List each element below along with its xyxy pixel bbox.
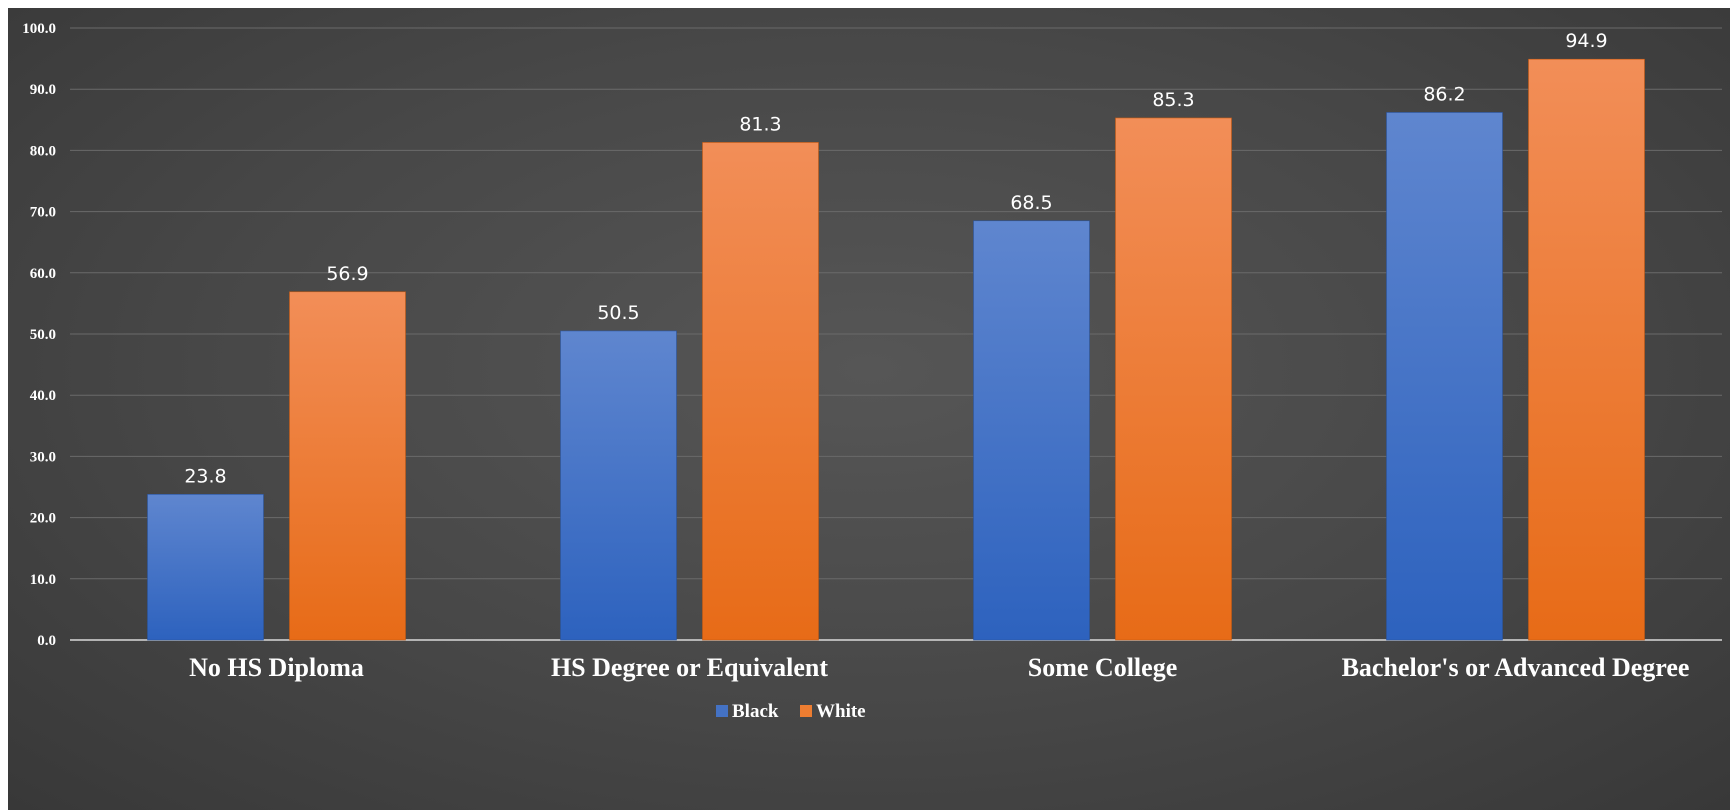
bar-white-3 <box>1115 117 1232 641</box>
legend: Black White <box>716 701 866 722</box>
y-tick-label: 80.0 <box>30 143 56 159</box>
data-label: 86.2 <box>1423 83 1465 105</box>
bar-white-4 <box>1528 58 1645 641</box>
data-label: 85.3 <box>1152 89 1194 111</box>
bars <box>147 58 1645 641</box>
chart-area: 0.0 10.0 20.0 30.0 40.0 50.0 60.0 70.0 80.0 90.0 1… <box>8 8 1730 810</box>
bar-black-4 <box>1386 112 1503 641</box>
data-label: 94.9 <box>1565 30 1607 52</box>
y-tick-label: 70.0 <box>30 205 56 221</box>
y-tick-label: 100.0 <box>22 21 56 37</box>
bar-white-2 <box>702 142 819 641</box>
data-label: 81.3 <box>739 113 781 135</box>
data-label: 50.5 <box>597 302 639 324</box>
y-axis-ticks: 0.0 10.0 20.0 30.0 40.0 50.0 60.0 70.0 80.0 90.0 1… <box>22 21 56 649</box>
y-tick-label: 50.0 <box>30 327 56 343</box>
y-tick-label: 90.0 <box>30 82 56 98</box>
y-tick-label: 0.0 <box>37 633 56 649</box>
bar-black-2 <box>560 330 677 641</box>
category-label: Some College <box>1028 653 1177 682</box>
legend-swatch-white <box>800 705 812 717</box>
y-tick-label: 30.0 <box>30 449 56 465</box>
legend-label-white: White <box>816 701 866 722</box>
legend-label-black: Black <box>732 701 779 722</box>
data-label: 68.5 <box>1010 192 1052 214</box>
legend-swatch-black <box>716 705 728 717</box>
y-tick-label: 10.0 <box>30 572 56 588</box>
category-label: No HS Diploma <box>189 653 364 682</box>
category-label: Bachelor's or Advanced Degree <box>1342 653 1690 682</box>
y-tick-label: 40.0 <box>30 388 56 404</box>
bar-chart: 0.0 10.0 20.0 30.0 40.0 50.0 60.0 70.0 80.0 90.0 1… <box>22 21 1722 722</box>
y-tick-label: 60.0 <box>30 266 56 282</box>
bar-black-1 <box>147 494 264 641</box>
x-axis-categories: No HS Diploma HS Degree or Equivalent Some… <box>189 653 1689 682</box>
y-tick-label: 20.0 <box>30 511 56 527</box>
bar-white-1 <box>289 291 406 641</box>
data-labels: 23.8 56.9 50.5 81.3 68.5 85.3 86.2 94.9 <box>184 30 1607 487</box>
data-label: 23.8 <box>184 465 226 487</box>
bar-black-3 <box>973 220 1090 641</box>
data-label: 56.9 <box>326 263 368 285</box>
category-label: HS Degree or Equivalent <box>551 653 828 682</box>
